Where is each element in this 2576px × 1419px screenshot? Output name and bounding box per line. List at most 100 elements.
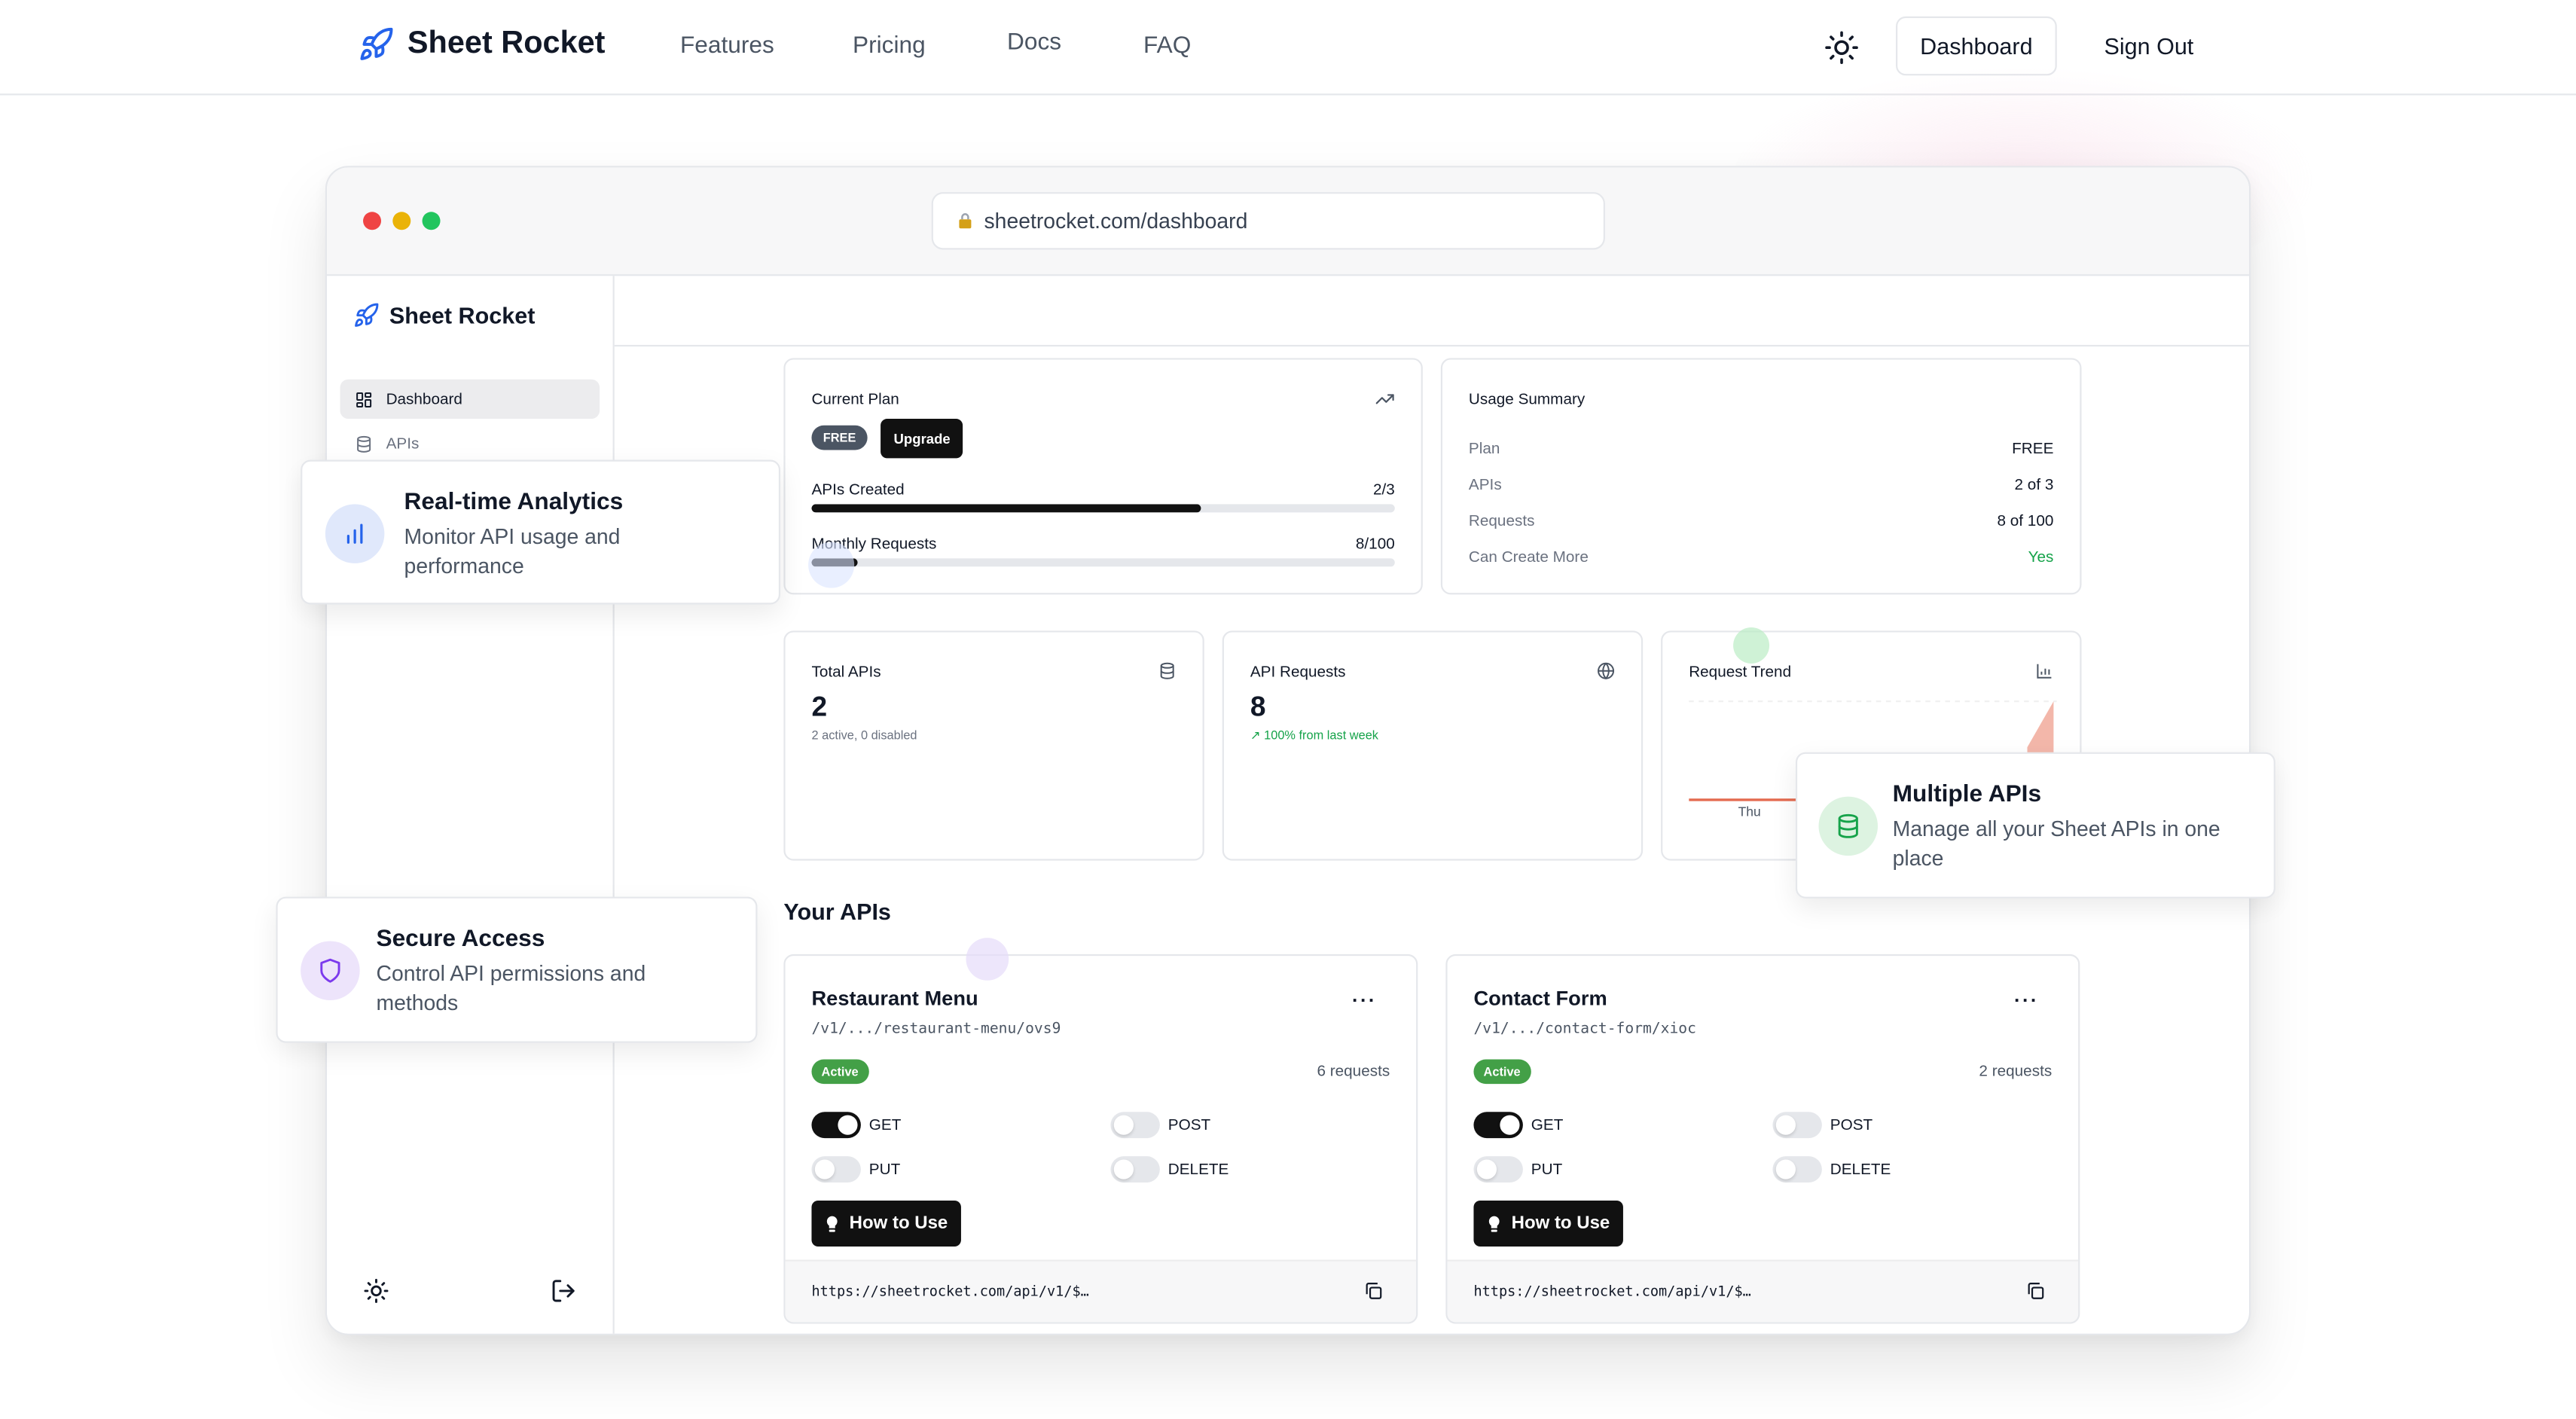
summary-value-can-create: Yes [2028, 548, 2054, 567]
method-label-get: GET [1531, 1116, 1564, 1135]
rocket-icon [360, 27, 393, 60]
method-label-delete: DELETE [1830, 1161, 1891, 1179]
nav-link-faq[interactable]: FAQ [1143, 32, 1192, 60]
sidebar-item-label: APIs [386, 434, 420, 453]
decorative-bubble [966, 938, 1009, 981]
api-name: Restaurant Menu [811, 987, 978, 1011]
sidebar-item-apis[interactable]: APIs [340, 424, 600, 463]
database-icon-wrap [1818, 796, 1879, 856]
total-apis-value: 2 [811, 691, 828, 723]
toggle-knob [814, 1159, 835, 1179]
sidebar-brand-name: Sheet Rocket [389, 302, 536, 329]
nav-link-features[interactable]: Features [679, 32, 774, 60]
rocket-icon [355, 303, 379, 327]
toggle-knob [1500, 1115, 1520, 1135]
api-path: /v1/.../contact-form/xioc [1473, 1021, 1696, 1039]
decorative-bubble [808, 542, 855, 588]
url-bar[interactable]: sheetrocket.com/dashboard [931, 192, 1605, 250]
window-maximize-dot[interactable] [422, 212, 441, 230]
nav-link-pricing[interactable]: Pricing [853, 32, 926, 60]
apis-created-label: APIs Created [811, 481, 905, 499]
feature-description-line-2: place [1892, 845, 1944, 871]
toggle-knob [1476, 1159, 1497, 1179]
feature-title: Secure Access [376, 926, 545, 953]
top-navbar: Sheet Rocket Features Pricing Docs FAQ D… [0, 0, 2576, 96]
toggle-get[interactable] [811, 1112, 861, 1139]
sidebar-item-dashboard[interactable]: Dashboard [340, 379, 600, 420]
feature-description-line-1: Control API permissions and [376, 960, 646, 986]
current-plan-card: Current Plan FREE Upgrade APIs Created 2… [783, 358, 1423, 595]
sun-icon[interactable] [1824, 29, 1860, 66]
layout-grid-icon [356, 391, 372, 407]
lightbulb-icon [826, 1215, 838, 1231]
url-text: sheetrocket.com/dashboard [984, 208, 1248, 233]
card-title: Current Plan [811, 390, 899, 409]
api-requests-change: ↗ 100% from last week [1250, 727, 1378, 743]
feature-card-secure-access: Secure Access Control API permissions an… [276, 896, 758, 1043]
upgrade-button[interactable]: Upgrade [881, 419, 964, 459]
copy-icon[interactable] [2025, 1281, 2045, 1301]
lightbulb-icon [1488, 1215, 1500, 1231]
toggle-post[interactable] [1110, 1112, 1160, 1139]
apis-created-bar-fill [811, 504, 1201, 513]
analytics-icon-wrap [325, 504, 385, 563]
bar-chart-icon [346, 523, 363, 544]
endpoint-row: https://sheetrocket.com/api/v1/$… [785, 1259, 1417, 1323]
lock-icon [959, 213, 972, 229]
status-badge: Active [1473, 1059, 1531, 1085]
more-options-icon[interactable]: ··· [1352, 988, 1377, 1012]
sidebar-brand[interactable]: Sheet Rocket [353, 302, 535, 328]
toggle-put[interactable] [1473, 1156, 1523, 1183]
main-header [614, 276, 2249, 347]
request-count: 6 requests [1317, 1062, 1390, 1081]
sign-out-button[interactable]: Sign Out [2104, 32, 2194, 60]
toggle-post[interactable] [1772, 1112, 1822, 1139]
request-count: 2 requests [1979, 1062, 2053, 1081]
window-close-dot[interactable] [363, 212, 382, 230]
plan-badge: FREE [811, 425, 868, 450]
method-label-put: PUT [1531, 1161, 1563, 1179]
summary-label-requests: Requests [1468, 512, 1535, 531]
api-path: /v1/.../restaurant-menu/ovs9 [811, 1021, 1061, 1039]
more-options-icon[interactable]: ··· [2014, 988, 2039, 1012]
card-title: API Requests [1250, 663, 1346, 682]
database-icon [357, 435, 371, 452]
method-label-delete: DELETE [1167, 1161, 1229, 1179]
apis-created-bar [811, 504, 1395, 513]
card-title: Total APIs [811, 663, 881, 682]
browser-chrome: sheetrocket.com/dashboard [327, 167, 2249, 276]
summary-value-plan: FREE [2012, 440, 2054, 459]
copy-icon[interactable] [1363, 1281, 1383, 1301]
nav-link-docs[interactable]: Docs [1007, 29, 1062, 56]
card-title: Request Trend [1689, 663, 1792, 682]
usage-summary-card: Usage Summary Plan FREE APIs 2 of 3 Requ… [1440, 358, 2082, 595]
toggle-put[interactable] [811, 1156, 861, 1183]
summary-label-plan: Plan [1468, 440, 1500, 459]
api-name: Contact Form [1473, 987, 1607, 1011]
brand-logo[interactable]: Sheet Rocket [358, 26, 605, 63]
feature-title: Real-time Analytics [404, 489, 624, 516]
toggle-knob [1775, 1115, 1796, 1135]
toggle-delete[interactable] [1772, 1156, 1822, 1183]
your-apis-title: Your APIs [783, 898, 891, 925]
api-requests-card: API Requests 8 ↗ 100% from last week [1222, 630, 1644, 861]
sidebar: Sheet Rocket Dashboard APIs [327, 276, 615, 1334]
toggle-delete[interactable] [1110, 1156, 1160, 1183]
toggle-get[interactable] [1473, 1112, 1523, 1139]
dashboard-button[interactable]: Dashboard [1896, 16, 2057, 76]
log-out-icon[interactable] [551, 1277, 577, 1304]
feature-description-line-2: performance [404, 553, 524, 578]
trending-up-icon [1375, 394, 1394, 404]
endpoint-url: https://sheetrocket.com/api/v1/$… [811, 1284, 1089, 1302]
how-to-use-button[interactable]: How to Use [1473, 1200, 1623, 1247]
sun-icon[interactable] [363, 1277, 389, 1304]
feature-description-line-1: Manage all your Sheet APIs in one [1892, 816, 2220, 841]
feature-title: Multiple APIs [1892, 781, 2042, 808]
how-to-use-button[interactable]: How to Use [811, 1200, 961, 1247]
window-minimize-dot[interactable] [392, 212, 411, 230]
database-icon [1160, 662, 1174, 679]
status-badge: Active [811, 1059, 868, 1085]
summary-value-apis: 2 of 3 [2014, 476, 2054, 495]
bar-chart-icon [2037, 664, 2052, 679]
